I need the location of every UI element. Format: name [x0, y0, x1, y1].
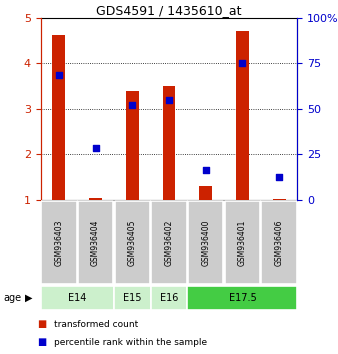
Text: E17.5: E17.5 [228, 293, 256, 303]
Text: ■: ■ [37, 319, 46, 329]
FancyBboxPatch shape [78, 201, 113, 284]
Text: E16: E16 [160, 293, 178, 303]
Point [166, 97, 172, 103]
Text: E15: E15 [123, 293, 142, 303]
Text: GSM936404: GSM936404 [91, 219, 100, 266]
Title: GDS4591 / 1435610_at: GDS4591 / 1435610_at [96, 4, 242, 17]
Text: GSM936403: GSM936403 [54, 219, 64, 266]
Point [240, 61, 245, 66]
FancyBboxPatch shape [187, 286, 297, 310]
Bar [163, 86, 175, 200]
FancyBboxPatch shape [114, 286, 151, 310]
Text: ▶: ▶ [25, 293, 32, 303]
FancyBboxPatch shape [151, 286, 187, 310]
Text: GSM936401: GSM936401 [238, 219, 247, 266]
Bar [236, 32, 249, 200]
Bar [52, 35, 65, 200]
Point [93, 145, 98, 150]
FancyBboxPatch shape [41, 286, 114, 310]
Point [129, 102, 135, 108]
Text: age: age [3, 293, 22, 303]
Text: E14: E14 [68, 293, 87, 303]
FancyBboxPatch shape [115, 201, 150, 284]
Bar [273, 199, 286, 200]
FancyBboxPatch shape [41, 201, 76, 284]
Point [276, 175, 282, 180]
FancyBboxPatch shape [188, 201, 223, 284]
FancyBboxPatch shape [262, 201, 297, 284]
Point [56, 72, 62, 78]
Text: percentile rank within the sample: percentile rank within the sample [54, 338, 207, 347]
Text: GSM936400: GSM936400 [201, 219, 210, 266]
Text: transformed count: transformed count [54, 320, 138, 329]
FancyBboxPatch shape [151, 201, 187, 284]
Text: GSM936406: GSM936406 [274, 219, 284, 266]
Bar [199, 186, 212, 200]
Point [203, 167, 209, 173]
FancyBboxPatch shape [225, 201, 260, 284]
Text: GSM936402: GSM936402 [165, 219, 173, 266]
Text: GSM936405: GSM936405 [128, 219, 137, 266]
Bar [126, 91, 139, 200]
Bar [89, 198, 102, 200]
Text: ■: ■ [37, 337, 46, 347]
